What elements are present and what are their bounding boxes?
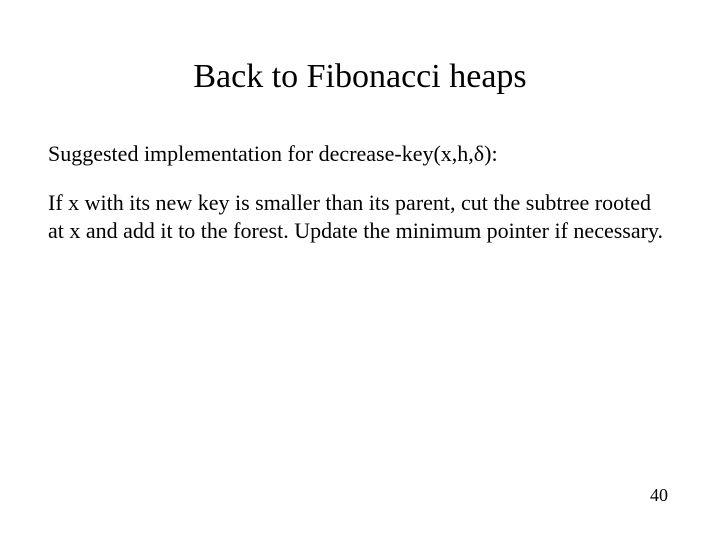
body-paragraph-2: If x with its new key is smaller than it… <box>48 189 672 246</box>
slide: Back to Fibonacci heaps Suggested implem… <box>0 0 720 540</box>
page-title: Back to Fibonacci heaps <box>48 58 672 96</box>
page-number: 40 <box>650 485 668 506</box>
body-paragraph-1: Suggested implementation for decrease-ke… <box>48 140 672 169</box>
